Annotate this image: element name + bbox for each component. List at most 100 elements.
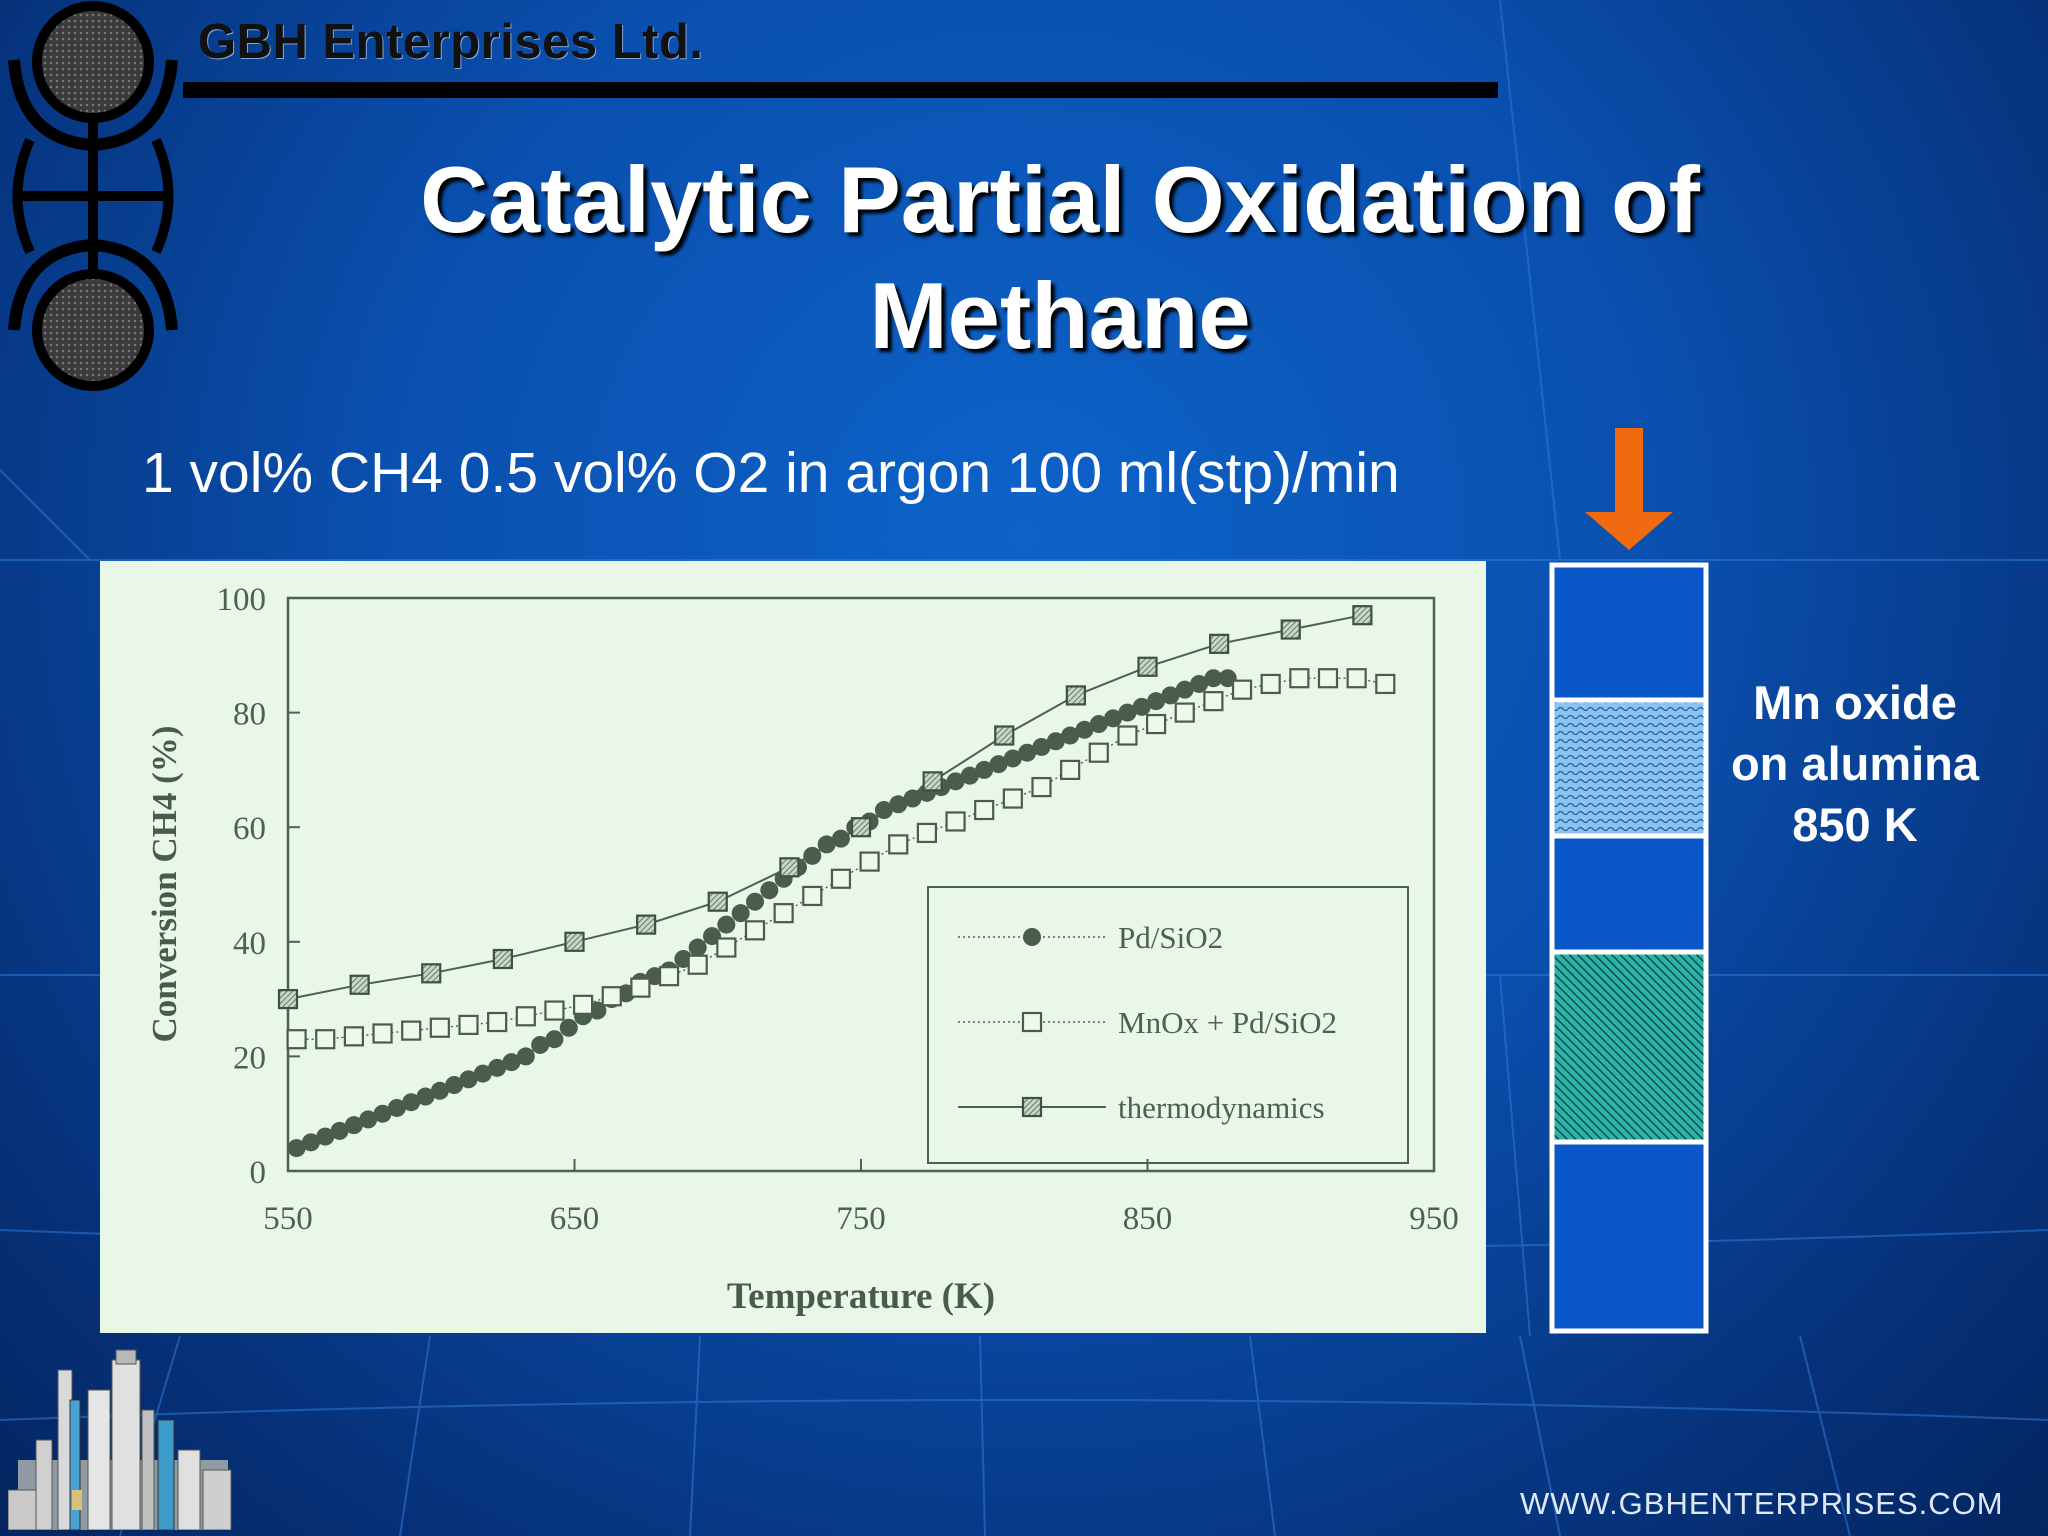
slide-title-line2: Methane xyxy=(869,263,1251,368)
data-point-series-0 xyxy=(975,760,994,779)
feed-conditions: 1 vol% CH4 0.5 vol% O2 in argon 100 ml(s… xyxy=(142,441,1400,505)
header-divider xyxy=(183,82,1498,98)
data-point-series-0 xyxy=(1175,680,1194,699)
data-point-series-2 xyxy=(277,989,299,1010)
data-point-series-0 xyxy=(1032,737,1051,756)
data-point-series-1 xyxy=(658,966,680,987)
data-point-series-0 xyxy=(502,1053,521,1072)
data-point-series-1 xyxy=(601,986,622,1007)
data-point-series-0 xyxy=(946,772,965,791)
data-point-series-0 xyxy=(359,1110,378,1129)
legend-label: MnOx + Pd/SiO2 xyxy=(1118,1005,1337,1040)
x-tick-label: 650 xyxy=(550,1201,600,1237)
series-line-0 xyxy=(296,677,1228,1149)
data-point-series-0 xyxy=(473,1064,492,1083)
slide-title: Catalytic Partial Oxidation of Methane xyxy=(260,142,1860,374)
data-point-series-0 xyxy=(989,755,1008,774)
data-point-series-2 xyxy=(1065,685,1086,706)
conversion-chart: 0 20 40 60 80 100 550 650 750 850 950 Pd/SiO2 MnOx… xyxy=(145,582,1459,1317)
data-point-series-0 xyxy=(1089,715,1108,734)
data-point-series-0 xyxy=(301,1133,320,1152)
website-url: WWW.GBHENTERPRISES.COM xyxy=(1520,1486,2004,1521)
data-point-series-1 xyxy=(1117,725,1138,746)
x-tick-label: 850 xyxy=(1123,1201,1173,1237)
data-point-series-0 xyxy=(344,1116,363,1135)
data-point-series-1 xyxy=(1031,776,1052,798)
data-point-series-0 xyxy=(817,835,836,854)
conversion-chart-panel: 0 20 40 60 80 100 550 650 750 850 950 Pd/SiO2 MnOx… xyxy=(100,561,1486,1333)
company-logo xyxy=(8,1,178,391)
legend-marker xyxy=(1023,928,1041,946)
data-point-series-2 xyxy=(707,891,728,912)
data-point-series-1 xyxy=(916,822,937,844)
legend-label: thermodynamics xyxy=(1118,1090,1325,1125)
data-point-series-1 xyxy=(1346,668,1367,689)
catalyst-label: Mn oxide on alumina 850 K xyxy=(1700,672,2010,855)
reactor-zone-middle xyxy=(1549,833,1709,955)
data-point-series-1 xyxy=(1002,788,1023,809)
data-point-series-1 xyxy=(888,834,909,855)
data-point-series-1 xyxy=(572,994,594,1015)
data-point-series-0 xyxy=(287,1139,306,1158)
data-point-series-0 xyxy=(1003,749,1022,768)
data-point-series-1 xyxy=(429,1017,450,1038)
data-point-series-1 xyxy=(687,954,708,975)
data-point-series-2 xyxy=(994,725,1015,746)
data-point-series-0 xyxy=(760,881,779,900)
data-point-series-0 xyxy=(488,1058,507,1077)
data-point-series-2 xyxy=(564,931,585,952)
reactor-zone-pd-catalyst xyxy=(1549,949,1709,1145)
data-point-series-2 xyxy=(1280,619,1301,640)
legend-marker xyxy=(1021,1096,1043,1118)
data-point-series-1 xyxy=(859,851,880,872)
data-point-series-0 xyxy=(1161,686,1180,705)
data-point-series-2 xyxy=(349,974,370,995)
data-point-series-2 xyxy=(850,817,872,838)
data-point-series-0 xyxy=(402,1093,421,1112)
data-point-series-1 xyxy=(1145,713,1167,735)
data-point-series-1 xyxy=(716,937,737,958)
data-point-series-1 xyxy=(773,903,794,924)
data-point-series-0 xyxy=(1104,709,1123,728)
data-point-series-1 xyxy=(830,868,852,889)
data-point-series-1 xyxy=(401,1020,422,1041)
data-point-series-0 xyxy=(1118,703,1137,722)
x-axis-label: Temperature (K) xyxy=(727,1276,995,1317)
data-point-series-0 xyxy=(803,846,822,865)
data-point-series-0 xyxy=(1190,674,1209,693)
legend-marker xyxy=(1021,1011,1043,1033)
data-point-series-2 xyxy=(421,963,442,984)
data-point-series-1 xyxy=(487,1011,508,1033)
data-point-series-1 xyxy=(1060,759,1081,780)
data-point-series-0 xyxy=(516,1047,535,1066)
data-point-series-0 xyxy=(745,892,764,911)
data-point-series-1 xyxy=(802,885,823,907)
data-point-series-0 xyxy=(889,795,908,814)
data-point-series-0 xyxy=(1132,697,1151,716)
data-point-series-1 xyxy=(744,920,766,941)
data-point-series-0 xyxy=(1061,726,1080,745)
slide-title-line1: Catalytic Partial Oxidation of xyxy=(420,147,1700,252)
data-point-series-0 xyxy=(559,1018,578,1037)
legend-label: Pd/SiO2 xyxy=(1118,920,1223,955)
data-point-series-0 xyxy=(330,1121,349,1140)
x-tick-label: 750 xyxy=(836,1201,886,1237)
data-point-series-0 xyxy=(387,1098,406,1117)
legend-box xyxy=(927,886,1409,1164)
data-point-series-0 xyxy=(416,1087,435,1106)
data-point-series-1 xyxy=(630,977,651,998)
data-point-series-2 xyxy=(922,771,943,792)
y-axis-label: Conversion CH4 (%) xyxy=(145,726,184,1043)
data-point-series-1 xyxy=(544,1000,565,1021)
data-point-series-2 xyxy=(492,948,513,970)
reactor-zone-top xyxy=(1549,562,1709,703)
data-point-series-2 xyxy=(779,857,800,878)
series-line-1 xyxy=(296,677,1386,1040)
data-point-series-1 xyxy=(1289,668,1310,689)
data-point-series-0 xyxy=(316,1127,335,1146)
data-point-series-0 xyxy=(1018,743,1037,762)
x-tick-label: 950 xyxy=(1409,1201,1459,1237)
data-point-series-0 xyxy=(717,915,736,934)
data-point-series-1 xyxy=(945,811,966,832)
data-point-series-0 xyxy=(1204,669,1223,688)
